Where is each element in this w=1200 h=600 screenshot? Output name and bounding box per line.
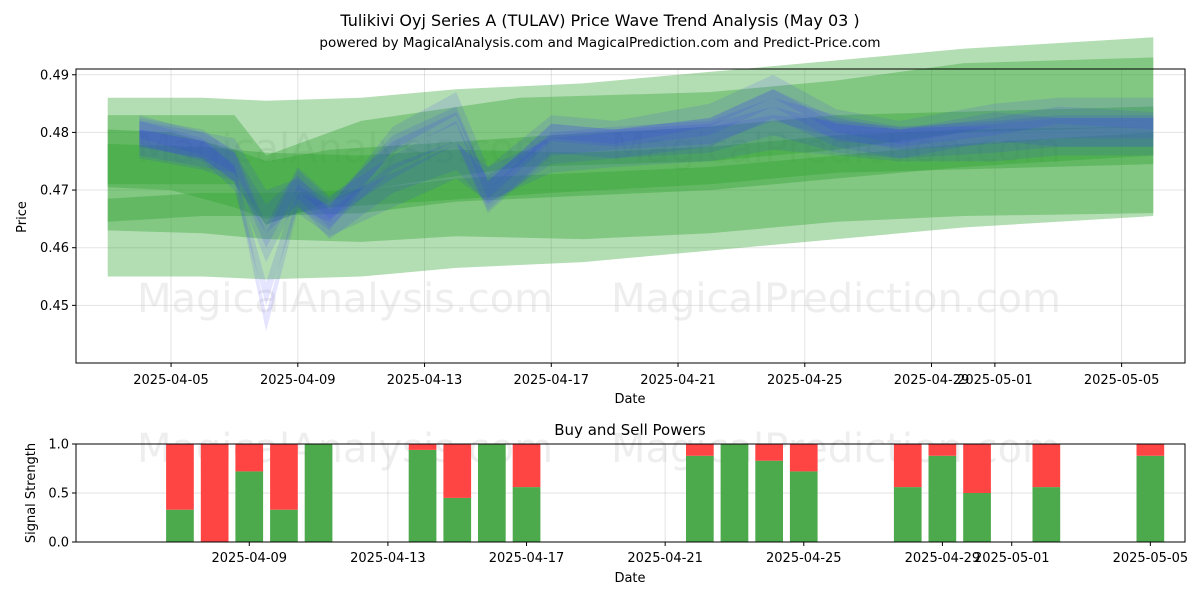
price-x-tick-label: 2025-04-21	[640, 373, 716, 388]
buy-power-bar	[893, 487, 922, 542]
buy-power-bar	[720, 444, 749, 542]
buy-power-bar	[686, 455, 714, 542]
price-x-tick-label: 2025-04-09	[260, 373, 336, 388]
blue-price-waves	[139, 74, 1154, 332]
green-trend-bands	[107, 37, 1154, 280]
signal-x-tick-label: 2025-04-13	[350, 551, 426, 566]
buy-power-bar	[443, 497, 472, 542]
blue-price-wave	[139, 89, 1154, 332]
price-y-tick-label: 0.45	[40, 299, 69, 314]
green-trend-band	[107, 57, 1154, 225]
signal-y-ticks: 0.0 0.5 1.0	[48, 438, 76, 551]
sell-power-bar	[893, 444, 922, 488]
price-x-ticks: 2025-04-05 2025-04-09 2025-04-13 2025-04-17…	[133, 363, 1159, 388]
signal-y-axis-label: Signal Strength	[24, 443, 39, 543]
signal-y-tick-label: 0.0	[48, 536, 69, 551]
signal-x-tick-label: 2025-04-17	[489, 551, 565, 566]
sell-power-bar	[235, 444, 264, 472]
price-x-tick-label: 2025-04-25	[767, 373, 843, 388]
price-plot-frame	[75, 68, 1186, 364]
price-chart: MagicalAnalysis.com MagicalPrediction.co…	[15, 37, 1186, 407]
price-x-tick-label: 2025-04-13	[387, 373, 463, 388]
price-y-ticks: 0.45 0.46 0.47 0.48 0.49	[40, 68, 76, 314]
blue-price-wave	[139, 106, 1154, 240]
sell-power-bar	[1032, 444, 1061, 488]
price-y-tick-label: 0.47	[40, 184, 69, 199]
price-x-tick-label: 2025-04-05	[133, 373, 209, 388]
price-y-axis-label: Price	[15, 201, 30, 233]
buy-power-bar	[928, 455, 957, 542]
buy-power-bar	[789, 471, 818, 542]
sell-power-bar	[963, 444, 991, 493]
blue-price-wave	[139, 89, 1154, 263]
buy-power-bar	[270, 509, 298, 542]
watermark-analysis-mid: MagicalAnalysis.com	[137, 276, 553, 322]
buy-power-bar	[1032, 487, 1061, 542]
buy-power-bar	[963, 493, 991, 542]
sell-power-bar	[512, 444, 541, 488]
sell-power-bar	[1136, 444, 1165, 456]
sell-power-bar	[408, 444, 437, 450]
signal-x-tick-label: 2025-04-09	[212, 551, 288, 566]
price-y-tick-label: 0.48	[40, 126, 69, 141]
buy-power-bar	[235, 471, 264, 542]
buy-power-bar	[755, 460, 783, 542]
watermark-prediction-top: MagicalPrediction.com	[611, 126, 1061, 172]
buy-power-bar	[478, 444, 506, 542]
sell-power-bar	[166, 444, 194, 510]
sell-power-bar	[686, 444, 714, 456]
buy-power-bar	[408, 449, 437, 542]
sell-power-bar	[270, 444, 298, 510]
signal-x-tick-label: 2025-05-01	[974, 551, 1050, 566]
price-y-tick-label: 0.46	[40, 241, 69, 256]
price-x-tick-label: 2025-04-17	[514, 373, 590, 388]
signal-x-tick-label: 2025-04-25	[766, 551, 842, 566]
price-y-tick-label: 0.49	[40, 68, 69, 83]
sell-power-bar	[443, 444, 472, 498]
green-trend-band	[107, 37, 1154, 280]
signal-x-ticks: 2025-04-09 2025-04-13 2025-04-17 2025-04-21…	[212, 542, 1189, 566]
signal-bars	[166, 444, 1165, 542]
signal-x-tick-label: 2025-05-05	[1113, 551, 1189, 566]
green-trend-band	[107, 126, 1154, 242]
price-x-axis-label: Date	[614, 392, 645, 407]
watermark-prediction-mid: MagicalPrediction.com	[611, 276, 1061, 322]
buy-power-bar	[166, 509, 194, 542]
blue-price-wave	[139, 115, 1154, 237]
sell-power-bar	[200, 444, 229, 542]
signal-y-tick-label: 0.5	[48, 487, 69, 502]
buy-power-bar	[304, 444, 333, 542]
price-x-tick-label: 2025-04-29	[894, 373, 970, 388]
signal-x-tick-label: 2025-04-29	[905, 551, 981, 566]
price-grid	[76, 69, 1185, 363]
chart-subtitle: powered by MagicalAnalysis.com and Magic…	[319, 35, 880, 51]
green-trend-band	[107, 106, 1154, 219]
watermark-analysis-top: MagicalAnalysis.com	[137, 126, 553, 172]
sell-power-bar	[755, 444, 783, 461]
blue-price-wave	[139, 97, 1154, 248]
price-x-tick-label: 2025-05-05	[1084, 373, 1160, 388]
buy-power-bar	[512, 487, 541, 542]
signal-x-tick-label: 2025-04-21	[627, 551, 703, 566]
watermark-prediction-bottom: MagicalPrediction.com	[611, 426, 1061, 472]
green-trend-band	[107, 132, 1154, 222]
buy-power-bar	[1136, 455, 1165, 542]
signal-y-tick-label: 1.0	[48, 438, 69, 453]
signal-x-axis-label: Date	[614, 571, 645, 586]
chart-title: Tulikivi Oyj Series A (TULAV) Price Wave…	[339, 11, 859, 30]
price-x-tick-label: 2025-05-01	[957, 373, 1033, 388]
price-plot-area	[76, 69, 1185, 363]
blue-price-wave	[139, 74, 1154, 306]
signal-chart-title: Buy and Sell Powers	[554, 421, 706, 439]
signal-chart: Buy and Sell Powers MagicalAnalysis.com …	[24, 421, 1188, 586]
sell-power-bar	[928, 444, 957, 456]
sell-power-bar	[789, 444, 818, 472]
